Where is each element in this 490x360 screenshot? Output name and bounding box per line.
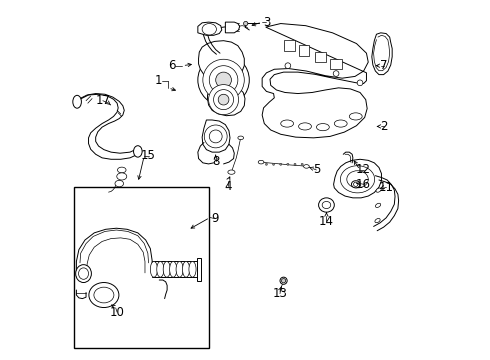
- Ellipse shape: [349, 113, 362, 120]
- Ellipse shape: [89, 283, 119, 307]
- Ellipse shape: [94, 287, 114, 303]
- Ellipse shape: [322, 202, 331, 208]
- Ellipse shape: [75, 265, 92, 283]
- Polygon shape: [332, 61, 341, 67]
- Text: 12: 12: [356, 163, 371, 176]
- Polygon shape: [202, 120, 230, 152]
- Text: 5: 5: [313, 163, 320, 176]
- Ellipse shape: [115, 180, 123, 187]
- Ellipse shape: [301, 163, 303, 165]
- Ellipse shape: [203, 59, 245, 101]
- Ellipse shape: [281, 120, 294, 127]
- Polygon shape: [298, 45, 309, 56]
- Ellipse shape: [258, 160, 264, 164]
- Ellipse shape: [209, 130, 222, 143]
- Text: 2: 2: [380, 120, 388, 133]
- Polygon shape: [300, 47, 308, 54]
- Ellipse shape: [170, 261, 177, 277]
- Ellipse shape: [73, 95, 81, 108]
- Ellipse shape: [134, 146, 142, 157]
- Ellipse shape: [272, 163, 275, 165]
- Text: 16: 16: [356, 178, 371, 191]
- Ellipse shape: [218, 94, 229, 105]
- Ellipse shape: [351, 181, 360, 188]
- Ellipse shape: [334, 120, 347, 127]
- Ellipse shape: [285, 63, 291, 68]
- Text: 6: 6: [168, 59, 175, 72]
- Text: 14: 14: [319, 215, 334, 228]
- Text: 15: 15: [141, 149, 156, 162]
- Ellipse shape: [157, 261, 164, 277]
- Ellipse shape: [176, 261, 183, 277]
- Ellipse shape: [341, 166, 375, 193]
- Polygon shape: [330, 59, 342, 69]
- Ellipse shape: [298, 123, 312, 130]
- Ellipse shape: [281, 279, 286, 283]
- Text: 3: 3: [263, 15, 270, 28]
- Ellipse shape: [318, 198, 334, 212]
- Ellipse shape: [216, 72, 231, 88]
- Ellipse shape: [347, 171, 368, 188]
- Ellipse shape: [189, 261, 196, 277]
- Ellipse shape: [238, 136, 244, 140]
- Ellipse shape: [214, 90, 234, 110]
- Polygon shape: [317, 54, 325, 60]
- Ellipse shape: [317, 123, 329, 131]
- Ellipse shape: [375, 219, 380, 223]
- Ellipse shape: [228, 170, 235, 174]
- Polygon shape: [207, 84, 245, 116]
- Ellipse shape: [198, 54, 249, 106]
- Ellipse shape: [209, 66, 238, 94]
- Polygon shape: [285, 42, 293, 49]
- Ellipse shape: [287, 163, 289, 165]
- Ellipse shape: [150, 261, 157, 277]
- Ellipse shape: [117, 173, 127, 180]
- Text: 11: 11: [379, 181, 393, 194]
- Ellipse shape: [244, 21, 248, 26]
- Bar: [74, 187, 209, 348]
- Polygon shape: [315, 52, 326, 62]
- Ellipse shape: [357, 80, 363, 86]
- Ellipse shape: [304, 165, 309, 168]
- Ellipse shape: [182, 261, 190, 277]
- Text: 17: 17: [96, 94, 110, 107]
- Text: 10: 10: [110, 306, 124, 319]
- Text: 7: 7: [380, 59, 388, 72]
- Polygon shape: [225, 22, 240, 33]
- Ellipse shape: [118, 167, 126, 173]
- Ellipse shape: [280, 163, 282, 165]
- Ellipse shape: [266, 163, 268, 165]
- Ellipse shape: [202, 23, 217, 35]
- Polygon shape: [262, 23, 368, 138]
- Ellipse shape: [163, 261, 171, 277]
- Ellipse shape: [280, 277, 287, 284]
- Ellipse shape: [376, 188, 381, 192]
- Polygon shape: [334, 159, 381, 198]
- Polygon shape: [197, 257, 201, 281]
- Ellipse shape: [204, 125, 227, 148]
- Text: 4: 4: [224, 180, 232, 193]
- Ellipse shape: [294, 163, 296, 165]
- Text: 1: 1: [155, 74, 162, 87]
- Polygon shape: [372, 33, 392, 75]
- Ellipse shape: [333, 71, 339, 76]
- Ellipse shape: [375, 203, 381, 207]
- Ellipse shape: [354, 182, 358, 186]
- Text: 8: 8: [212, 155, 220, 168]
- Text: 9: 9: [211, 212, 219, 225]
- Polygon shape: [198, 41, 245, 83]
- Polygon shape: [198, 22, 222, 35]
- Ellipse shape: [209, 85, 239, 114]
- Ellipse shape: [78, 268, 89, 279]
- Polygon shape: [284, 40, 295, 51]
- Text: 13: 13: [272, 287, 288, 300]
